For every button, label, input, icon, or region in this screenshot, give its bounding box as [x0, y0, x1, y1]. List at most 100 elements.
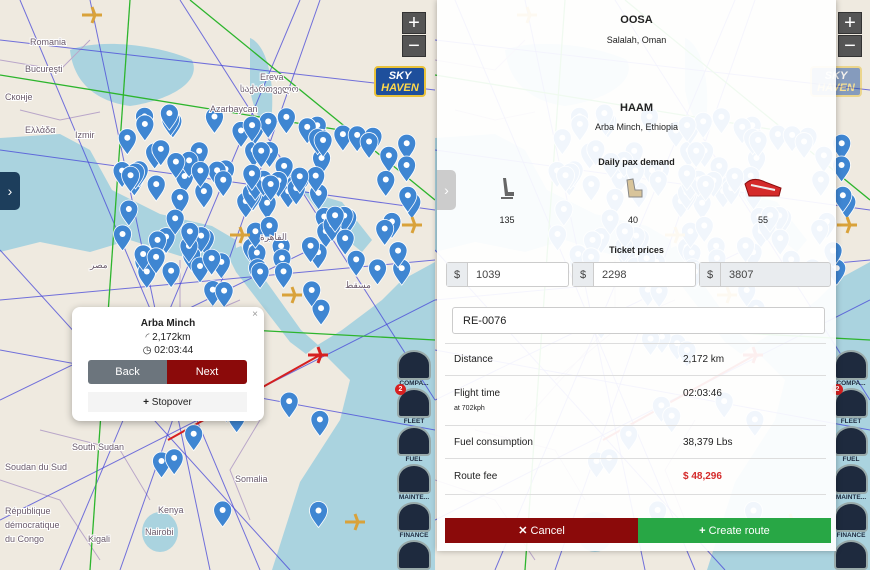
cancel-button[interactable]: ✕ Cancel — [445, 518, 638, 543]
side-tab[interactable]: › — [0, 172, 20, 210]
airport-pin[interactable] — [151, 139, 171, 167]
airport-pin[interactable] — [213, 170, 233, 198]
airport-pin[interactable] — [290, 166, 310, 194]
back-button[interactable]: Back — [88, 360, 167, 384]
menu-item[interactable]: FINANCE — [834, 502, 868, 539]
airport-pin[interactable] — [274, 261, 293, 290]
airport-pin[interactable] — [311, 298, 331, 326]
airport-pin[interactable] — [170, 188, 190, 216]
zoom-in[interactable]: + — [402, 12, 426, 34]
price-input[interactable]: $1039 — [446, 262, 569, 287]
menu-item[interactable]: FUEL — [834, 426, 868, 463]
price-input[interactable]: $2298 — [572, 262, 696, 287]
airport-pin[interactable] — [251, 141, 271, 169]
airport-pin[interactable] — [832, 133, 852, 161]
airport-pin[interactable] — [261, 174, 281, 202]
airport-pin[interactable] — [202, 248, 222, 276]
stopover-button[interactable]: + Stopover — [88, 392, 247, 412]
airport-pin[interactable] — [190, 161, 210, 189]
airport-pin[interactable] — [313, 130, 333, 158]
airport-pin[interactable] — [301, 236, 320, 264]
airport-pin[interactable] — [379, 145, 399, 173]
pin-dot — [395, 247, 402, 254]
distance-row: Distance 2,172 km — [445, 343, 826, 375]
airport-pin[interactable] — [161, 261, 181, 289]
menu-item[interactable]: COMPA... — [397, 350, 431, 387]
pin-dot — [385, 152, 392, 159]
border — [0, 39, 91, 71]
menu-item[interactable]: HELP — [397, 540, 431, 570]
menu-item[interactable]: HELP — [834, 540, 868, 570]
airport-pin[interactable] — [246, 221, 265, 249]
pin-dot — [171, 454, 178, 461]
pin-body — [379, 145, 399, 173]
pin-dot — [404, 192, 411, 199]
menu-item[interactable]: COMPA... — [834, 350, 868, 387]
zoom-out[interactable]: − — [838, 35, 862, 57]
airport-pin[interactable] — [368, 258, 387, 286]
airport-pin[interactable] — [359, 132, 379, 160]
zoom-in[interactable]: + — [838, 12, 862, 34]
airport-pin[interactable] — [135, 114, 155, 142]
airport-pin[interactable] — [242, 163, 262, 192]
menu-item[interactable]: MAINTE... — [397, 464, 431, 501]
zoom-out[interactable]: − — [402, 35, 426, 57]
airport-pin[interactable] — [113, 224, 132, 252]
airport-pin[interactable] — [335, 228, 355, 256]
menu-item[interactable]: FUEL — [397, 426, 431, 463]
airport-pin[interactable] — [213, 500, 233, 528]
airport-pin[interactable] — [375, 219, 395, 247]
airport-pin[interactable] — [397, 155, 416, 183]
logo[interactable]: SKY HAVEN — [374, 66, 426, 97]
airport-pin[interactable] — [250, 262, 270, 290]
airport-pin[interactable] — [279, 391, 299, 419]
airport-pin[interactable] — [346, 249, 366, 278]
panel-tab[interactable]: › — [437, 170, 456, 210]
menu-item[interactable]: FLEET 2 — [832, 384, 868, 425]
airport-pin[interactable] — [180, 221, 200, 250]
airport-pin[interactable] — [276, 107, 296, 135]
airport-pin[interactable] — [242, 115, 262, 143]
airport-pin[interactable] — [325, 205, 345, 233]
pin-dot — [258, 147, 265, 154]
menu-item[interactable]: FINANCE — [397, 502, 431, 539]
airport-pin[interactable] — [184, 424, 204, 452]
airport-pin[interactable] — [117, 128, 137, 156]
pin-body — [213, 170, 233, 198]
menu-item[interactable]: FLEET 2 — [395, 384, 431, 425]
airport-pin[interactable] — [397, 133, 417, 161]
airport-pin[interactable] — [309, 501, 328, 529]
airport-pin[interactable] — [833, 185, 853, 213]
price-input[interactable]: $3807 — [699, 262, 831, 287]
airport-pin[interactable] — [121, 165, 140, 193]
airport-pin[interactable] — [376, 170, 396, 198]
airport-pin[interactable] — [146, 247, 166, 275]
pin-dot — [125, 206, 132, 213]
airport-pin[interactable] — [259, 216, 279, 244]
map-label: Romania — [30, 37, 66, 47]
airport-pin[interactable] — [388, 241, 408, 269]
airport-pin[interactable] — [159, 103, 179, 131]
airport-pin[interactable] — [165, 208, 185, 236]
airport-pin[interactable] — [119, 199, 139, 227]
airport-pin[interactable] — [166, 152, 186, 180]
airport-pin[interactable] — [146, 174, 166, 202]
route-name-input[interactable]: RE-0076 — [452, 307, 825, 334]
route-line — [249, 329, 435, 341]
airport-pin[interactable] — [398, 185, 418, 213]
map[interactable]: Romania Bucureşti Сконје Ελλάδα Izmir Azarbay… — [0, 0, 435, 570]
airport-pin[interactable] — [310, 410, 330, 438]
airport-pin[interactable] — [205, 107, 224, 135]
airport-pin[interactable] — [306, 166, 326, 194]
create-button[interactable]: + Create route — [638, 518, 831, 543]
close-icon[interactable]: × — [252, 309, 258, 320]
airport-pin[interactable] — [214, 281, 234, 309]
map-label: Somalia — [235, 474, 268, 484]
airport-pin[interactable] — [164, 448, 184, 476]
pin-body — [250, 262, 270, 290]
airport-pin[interactable] — [302, 280, 322, 308]
pin-dot — [252, 228, 259, 235]
menu-item[interactable]: MAINTE... — [834, 464, 868, 501]
next-button[interactable]: Next — [167, 360, 247, 384]
airport-pin[interactable] — [194, 181, 214, 209]
